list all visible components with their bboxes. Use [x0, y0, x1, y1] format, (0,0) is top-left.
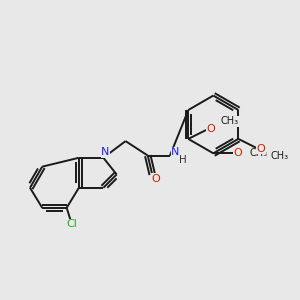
- Text: N: N: [101, 147, 110, 157]
- Text: O: O: [233, 148, 242, 158]
- Text: CH₃: CH₃: [250, 148, 268, 158]
- Text: N: N: [171, 147, 180, 157]
- Text: O: O: [151, 174, 160, 184]
- Text: CH₃: CH₃: [221, 116, 239, 126]
- Text: O: O: [256, 144, 265, 154]
- Text: H: H: [179, 155, 187, 165]
- Text: Cl: Cl: [67, 219, 78, 230]
- Text: CH₃: CH₃: [271, 152, 289, 161]
- Text: O: O: [206, 124, 215, 134]
